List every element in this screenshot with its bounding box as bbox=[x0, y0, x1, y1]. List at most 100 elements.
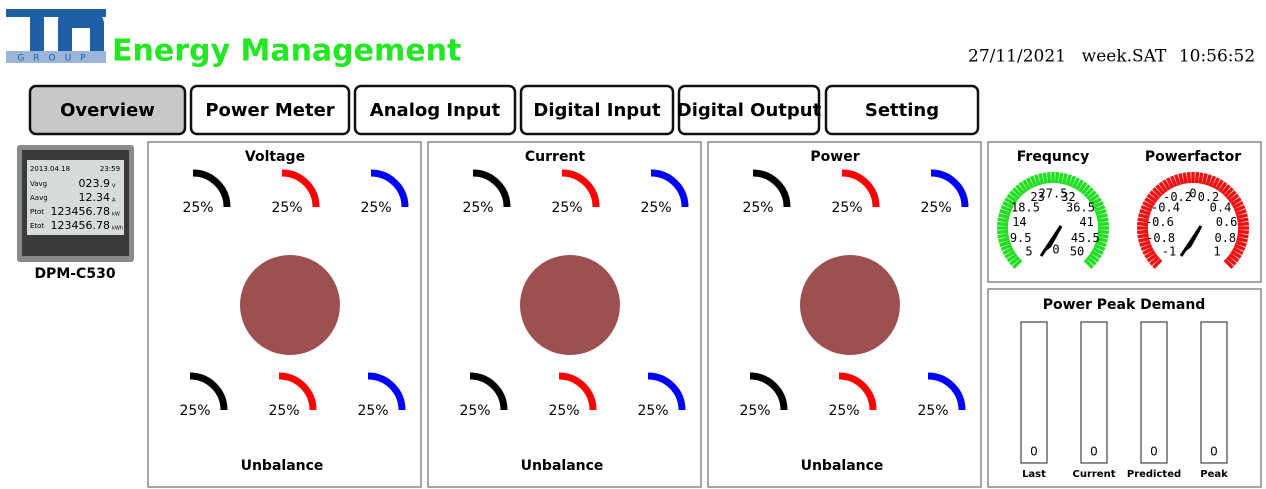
mini-gauge bbox=[749, 372, 788, 411]
dial-tick bbox=[1178, 173, 1185, 185]
dial-tick bbox=[1237, 217, 1249, 223]
gauge-label: 25% bbox=[548, 403, 579, 419]
peak-bar-frame bbox=[1200, 321, 1228, 464]
dial-tick bbox=[997, 229, 1009, 235]
dial-tick bbox=[1235, 209, 1247, 216]
tab[interactable]: Setting bbox=[824, 84, 980, 136]
dial-tick bbox=[1237, 229, 1249, 235]
mini-gauge bbox=[647, 372, 686, 411]
dial-tick bbox=[1029, 175, 1038, 188]
dial-tick bbox=[1228, 193, 1240, 203]
screen-time: 23:59 bbox=[100, 165, 120, 173]
dial-tick bbox=[1232, 201, 1244, 210]
gauge-label: 25% bbox=[831, 200, 862, 216]
dial-tick bbox=[1054, 172, 1060, 184]
gauge-label: 25% bbox=[271, 200, 302, 216]
dial-tick bbox=[1095, 240, 1107, 247]
dial-tick bbox=[1068, 175, 1077, 188]
dial-tick bbox=[1015, 184, 1026, 195]
dial-tick bbox=[1142, 201, 1154, 210]
dial-tick bbox=[1002, 201, 1014, 210]
mini-gauge bbox=[561, 169, 600, 208]
dial-tick bbox=[1237, 233, 1249, 239]
dial-tick bbox=[998, 213, 1010, 220]
dial-scale-label: -1 bbox=[1162, 245, 1176, 259]
peak-label: Last bbox=[1022, 469, 1046, 480]
dial-tick bbox=[1012, 187, 1023, 198]
dial-tick bbox=[1004, 197, 1016, 206]
tab-label: Setting bbox=[865, 100, 939, 121]
tab-button[interactable] bbox=[519, 84, 675, 136]
panel: Current 25% 25% 25% 25% 25% 25% Unbalance bbox=[427, 141, 702, 488]
dial-tick bbox=[1026, 177, 1035, 189]
time: 10:56:52 bbox=[1179, 47, 1255, 67]
gauge-label: 25% bbox=[742, 200, 773, 216]
dial-tick bbox=[1169, 175, 1178, 188]
dial-tick bbox=[1088, 193, 1100, 203]
mini-gauge bbox=[469, 372, 508, 411]
unbalance-indicator bbox=[800, 255, 900, 355]
mini-gauge bbox=[558, 372, 597, 411]
dial-tick bbox=[1071, 177, 1080, 189]
tab-button[interactable] bbox=[28, 84, 187, 136]
tab[interactable]: Overview bbox=[28, 84, 187, 136]
tab-button[interactable] bbox=[189, 84, 351, 136]
dial-tick bbox=[1002, 246, 1014, 255]
dial-tick bbox=[998, 236, 1010, 243]
dial-tick bbox=[1022, 179, 1031, 191]
dial-scale-label: 0.8 bbox=[1214, 231, 1236, 245]
dial-tick bbox=[1198, 172, 1204, 184]
dial-tick bbox=[1232, 246, 1244, 255]
dial-tick bbox=[999, 240, 1011, 247]
device: 2013.04.18 23:59 Vavg 023.9 V Aavg 12.34 A Ptot 1… bbox=[17, 145, 134, 262]
tab[interactable]: Digital Output bbox=[677, 84, 822, 136]
dial-tick bbox=[1144, 250, 1156, 259]
peak-bar-frame bbox=[1140, 321, 1168, 464]
dial-tick bbox=[1038, 173, 1045, 185]
dial-tick bbox=[1158, 181, 1168, 193]
dial-tick bbox=[1065, 174, 1072, 186]
panel-footer: Unbalance bbox=[521, 458, 604, 474]
dial-needle bbox=[1179, 225, 1203, 257]
dial-tick bbox=[1097, 233, 1109, 239]
dial-tick bbox=[1006, 193, 1018, 203]
dial-tick bbox=[1230, 250, 1242, 259]
dial-tick bbox=[1138, 213, 1150, 220]
screen-value: 023.9 bbox=[79, 177, 111, 190]
screen-unit: V bbox=[112, 184, 116, 190]
gauge-label: 25% bbox=[739, 403, 770, 419]
peak-value: 0 bbox=[1090, 445, 1098, 459]
dial-scale-label: 45.5 bbox=[1071, 231, 1100, 245]
dial-tick bbox=[1152, 258, 1163, 269]
dial-tick bbox=[1096, 213, 1108, 220]
dial-scale-label: 0.6 bbox=[1216, 215, 1238, 229]
logo-subtitle: GROUP bbox=[17, 54, 94, 64]
panel-title: Current bbox=[525, 149, 586, 165]
dial-tick bbox=[1137, 233, 1149, 239]
tab[interactable]: Analog Input bbox=[353, 84, 517, 136]
panel: Voltage 25% 25% 25% 25% 25% 25% Unbalance bbox=[147, 141, 422, 488]
tab-button[interactable] bbox=[824, 84, 980, 136]
dial-tick bbox=[1226, 255, 1237, 266]
dial-tick bbox=[1174, 174, 1181, 186]
logo-bar bbox=[6, 9, 106, 17]
tab-button[interactable] bbox=[677, 84, 821, 136]
dial-tick bbox=[1137, 221, 1149, 227]
dial-tick bbox=[1230, 197, 1242, 206]
dial-tick bbox=[1142, 246, 1154, 255]
gauge-label: 25% bbox=[637, 403, 668, 419]
dial-tick bbox=[997, 233, 1009, 239]
dial-tick bbox=[1218, 181, 1228, 193]
dial-scale-label: -0.4 bbox=[1151, 201, 1180, 215]
screen-label: Etot bbox=[30, 222, 44, 230]
tab-button[interactable] bbox=[353, 84, 517, 136]
tab[interactable]: Digital Input bbox=[519, 84, 675, 136]
tab[interactable]: Power Meter bbox=[189, 84, 351, 136]
mini-gauge bbox=[281, 169, 320, 208]
dial-tick bbox=[1096, 236, 1108, 243]
dial-scale-label: 5 bbox=[1025, 245, 1032, 259]
dial-title: Frequncy bbox=[1017, 149, 1089, 165]
dial-tick bbox=[1236, 213, 1248, 220]
